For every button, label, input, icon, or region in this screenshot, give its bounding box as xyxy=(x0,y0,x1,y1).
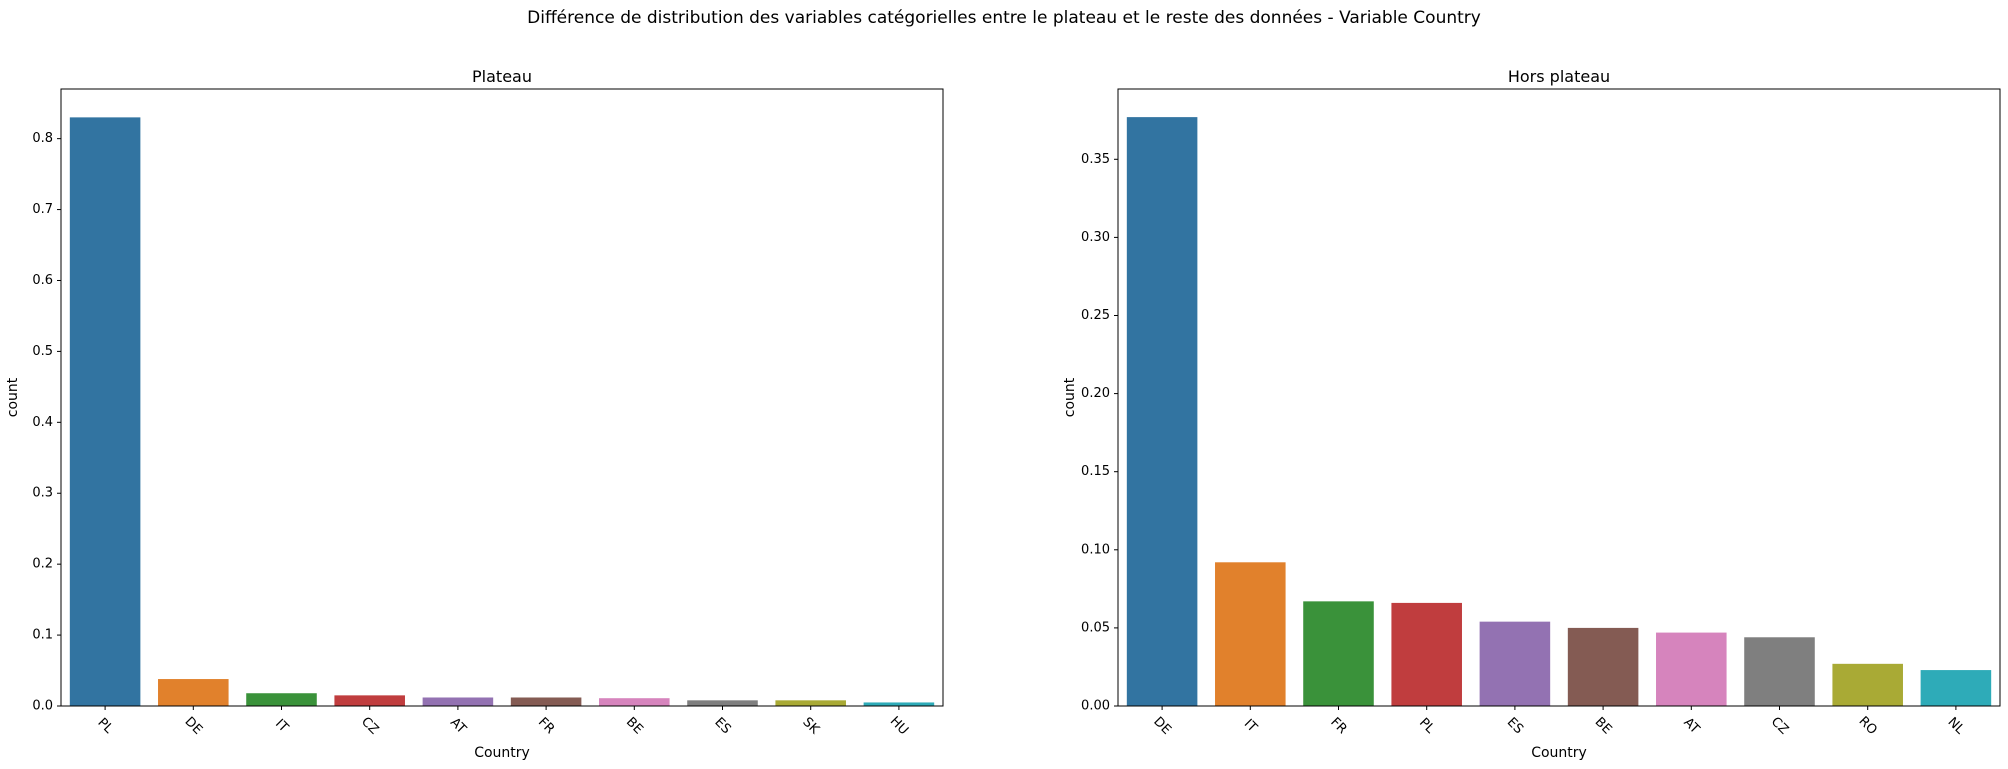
x-tick-label: ES xyxy=(1504,715,1526,737)
bar-es xyxy=(687,700,758,706)
y-tick-label: 0.0 xyxy=(32,699,53,714)
x-tick-label: FR xyxy=(1327,715,1349,737)
x-tick-label: PL xyxy=(1416,715,1438,737)
axes-frame xyxy=(1117,88,2001,707)
y-tick-label: 0.5 xyxy=(32,344,53,359)
axes-frame xyxy=(60,88,944,707)
x-tick-label: DE xyxy=(182,714,206,738)
bar-de xyxy=(158,679,229,706)
y-tick-label: 0.35 xyxy=(1081,152,1110,167)
subplot-title: Plateau xyxy=(472,67,532,86)
y-tick-label: 0.25 xyxy=(1081,308,1110,323)
figure-title: Différence de distribution des variables… xyxy=(527,8,1481,28)
x-tick-label: CZ xyxy=(1768,714,1791,737)
bar-fr xyxy=(510,697,582,706)
x-tick-label: BE xyxy=(623,715,646,738)
bar-nl xyxy=(1920,670,1992,706)
bar-cz xyxy=(1744,637,1815,706)
bar-it xyxy=(1215,562,1286,706)
y-tick-label: 0.7 xyxy=(32,202,53,217)
x-tick-label: BE xyxy=(1592,715,1615,738)
y-tick-label: 0.20 xyxy=(1081,386,1110,401)
y-tick-label: 0.10 xyxy=(1081,542,1110,557)
bar-de xyxy=(1126,117,1198,706)
bar-pl xyxy=(69,117,141,707)
bar-hu xyxy=(863,702,935,706)
y-tick-label: 0.00 xyxy=(1081,699,1110,714)
bar-be xyxy=(1567,627,1639,706)
bar-ro xyxy=(1832,663,1903,706)
bar-at xyxy=(1656,632,1727,706)
bar-cz xyxy=(334,695,405,706)
y-tick-label: 0.15 xyxy=(1081,464,1110,479)
y-tick-label: 0.8 xyxy=(32,131,53,146)
x-tick-label: SK xyxy=(799,715,822,738)
x-tick-label: NL xyxy=(1945,715,1968,738)
bar-fr xyxy=(1303,601,1374,706)
x-tick-label: ES xyxy=(711,715,733,737)
y-axis-label: count xyxy=(5,377,21,417)
bar-it xyxy=(246,693,317,706)
bar-sk xyxy=(775,700,846,706)
x-tick-label: HU xyxy=(887,714,911,738)
x-axis-label: Country xyxy=(1531,745,1587,761)
bar-es xyxy=(1479,621,1551,706)
x-tick-label: RO xyxy=(1856,714,1880,738)
y-tick-label: 0.4 xyxy=(32,415,53,430)
x-tick-label: IT xyxy=(272,717,291,736)
y-tick-label: 0.05 xyxy=(1081,620,1110,635)
x-tick-label: PL xyxy=(94,715,116,737)
bar-be xyxy=(599,698,670,706)
x-tick-label: FR xyxy=(535,715,557,737)
x-tick-label: CZ xyxy=(358,714,381,737)
x-axis-label: Country xyxy=(474,745,530,761)
x-tick-label: AT xyxy=(447,715,469,737)
bar-pl xyxy=(1391,602,1462,706)
y-tick-label: 0.3 xyxy=(32,486,53,501)
y-axis-label: count xyxy=(1062,377,1078,417)
subplot-title: Hors plateau xyxy=(1508,67,1610,86)
x-tick-label: IT xyxy=(1241,717,1260,736)
y-tick-label: 0.2 xyxy=(32,557,53,572)
y-tick-label: 0.30 xyxy=(1081,230,1110,245)
bar-at xyxy=(422,697,494,706)
x-tick-label: DE xyxy=(1150,714,1174,738)
y-tick-label: 0.6 xyxy=(32,273,53,288)
x-tick-label: AT xyxy=(1680,715,1702,737)
y-tick-label: 0.1 xyxy=(32,628,53,643)
